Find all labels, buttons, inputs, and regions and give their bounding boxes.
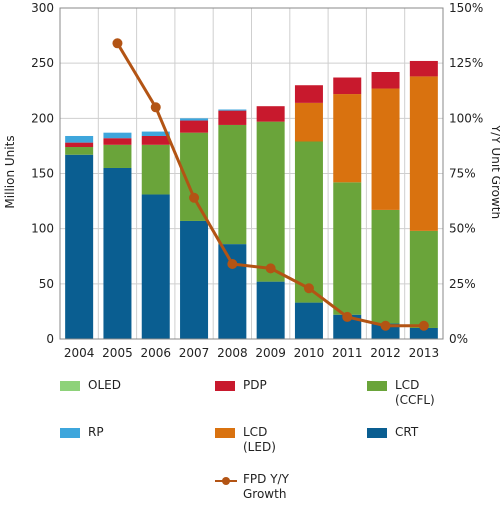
bar-segment-pdp xyxy=(371,71,400,89)
y2-tick-label: 25% xyxy=(449,277,476,291)
x-tick-label: 2012 xyxy=(370,346,401,360)
growth-point xyxy=(189,192,200,203)
growth-point xyxy=(112,38,123,49)
x-tick-label: 2011 xyxy=(332,346,363,360)
bar-segment-crt xyxy=(180,220,209,339)
y-tick-label: 300 xyxy=(31,1,54,15)
axes-group: 0 0% 50 25% 100 50% 150 75% 200 100% 250 125% 300 150… xyxy=(31,1,483,360)
growth-point xyxy=(227,258,238,269)
y-tick-label: 150 xyxy=(31,167,54,181)
x-tick-label: 2004 xyxy=(64,346,95,360)
bar-segment-crt xyxy=(256,281,285,339)
growth-point xyxy=(150,102,161,113)
bar-segment-lcd-ccfl xyxy=(103,144,132,168)
y2-axis-label: Y/Y Unit Growth xyxy=(489,124,500,219)
y-tick-label: 200 xyxy=(31,111,54,125)
bar-segment-crt xyxy=(294,302,323,339)
y2-tick-label: 125% xyxy=(449,56,483,70)
bar-segment-lcd-led xyxy=(333,94,362,183)
grid-lines xyxy=(60,7,443,340)
bar-segment-rp xyxy=(103,132,132,139)
x-tick-label: 2013 xyxy=(409,346,440,360)
bar-segment-lcd-ccfl xyxy=(409,230,438,328)
bar-segment-pdp xyxy=(65,142,94,148)
x-tick-label: 2010 xyxy=(294,346,325,360)
bar-segment-lcd-led xyxy=(371,88,400,210)
bar-segment-lcd-ccfl xyxy=(218,124,247,245)
bar-segment-pdp xyxy=(218,110,247,125)
bar-segment-lcd-ccfl xyxy=(65,147,94,155)
growth-point xyxy=(265,263,276,274)
bar-segment-pdp xyxy=(333,77,362,95)
growth-point xyxy=(380,320,391,331)
x-tick-label: 2007 xyxy=(179,346,210,360)
bar-segment-crt xyxy=(409,327,438,339)
x-tick-label: 2009 xyxy=(255,346,286,360)
bar-segment-crt xyxy=(141,194,170,339)
growth-point xyxy=(303,283,314,294)
x-tick-label: 2008 xyxy=(217,346,248,360)
growth-point xyxy=(342,311,353,322)
y-tick-label: 0 xyxy=(46,332,54,346)
bar-segment-rp xyxy=(180,118,209,121)
bar-segment-pdp xyxy=(294,85,323,103)
bar-segment-rp xyxy=(141,131,170,136)
bar-segment-pdp xyxy=(103,138,132,145)
bars-group xyxy=(65,60,438,339)
growth-point xyxy=(418,320,429,331)
bar-segment-rp xyxy=(218,109,247,111)
bar-segment-crt xyxy=(218,244,247,339)
y-tick-label: 100 xyxy=(31,222,54,236)
bar-segment-lcd-ccfl xyxy=(256,121,285,282)
bar-segment-crt xyxy=(371,323,400,339)
bar-segment-lcd-ccfl xyxy=(333,182,362,315)
y2-tick-label: 0% xyxy=(449,332,468,346)
x-tick-label: 2005 xyxy=(102,346,133,360)
y-axis-label: Million Units xyxy=(3,135,17,208)
bar-segment-lcd-led xyxy=(409,76,438,231)
y2-tick-label: 75% xyxy=(449,167,476,181)
bar-segment-pdp xyxy=(256,106,285,122)
y2-tick-label: 150% xyxy=(449,1,483,15)
bar-segment-crt xyxy=(103,167,132,339)
growth-line-group xyxy=(112,38,429,331)
bar-segment-pdp xyxy=(409,60,438,77)
y-tick-label: 250 xyxy=(31,56,54,70)
plot-frame xyxy=(59,7,444,340)
bar-segment-rp xyxy=(65,135,94,143)
y2-tick-label: 50% xyxy=(449,222,476,236)
y2-tick-label: 100% xyxy=(449,111,483,125)
y-tick-label: 50 xyxy=(39,277,54,291)
bar-segment-lcd-ccfl xyxy=(371,209,400,324)
bar-segment-crt xyxy=(65,154,94,339)
x-tick-label: 2006 xyxy=(140,346,171,360)
bar-segment-pdp xyxy=(141,135,170,145)
bar-segment-lcd-ccfl xyxy=(294,141,323,303)
bar-segment-lcd-led xyxy=(294,102,323,142)
bar-segment-pdp xyxy=(180,120,209,133)
bar-segment-lcd-ccfl xyxy=(141,144,170,195)
